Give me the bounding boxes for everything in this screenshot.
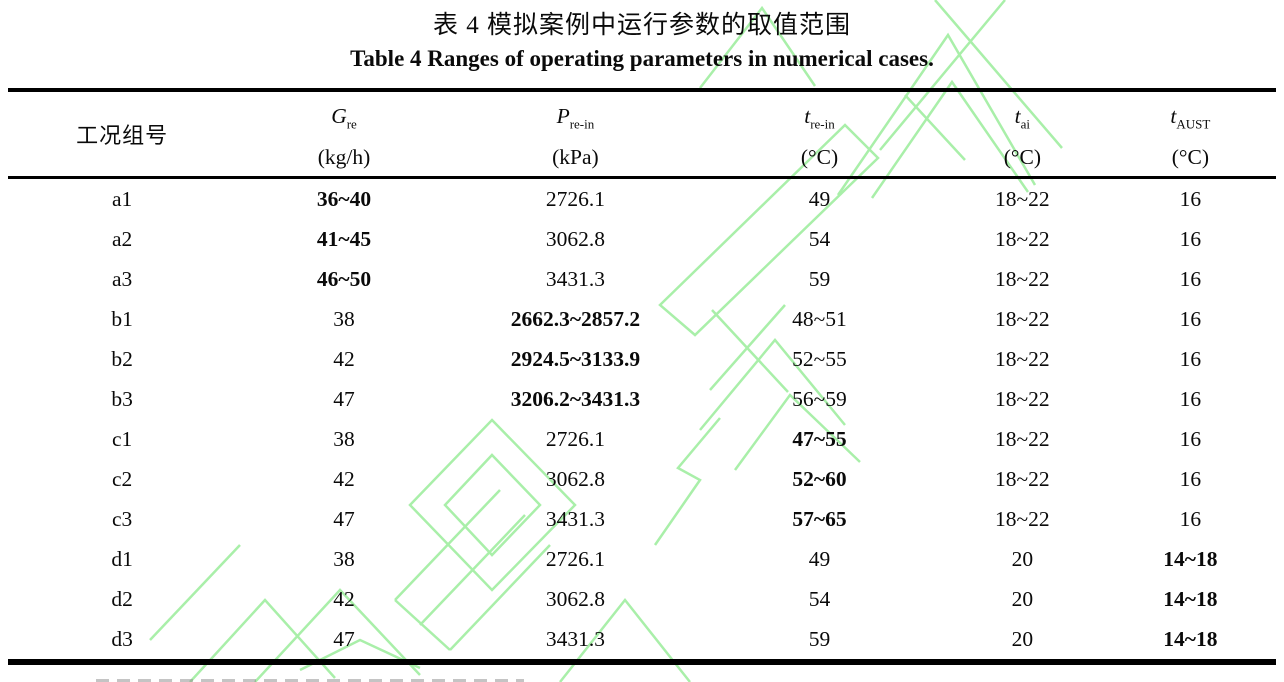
table-cell: 3062.8: [545, 227, 605, 251]
table-cell: 59: [808, 267, 831, 291]
table-cell: 47: [333, 387, 355, 411]
table-cell: 42: [333, 467, 355, 491]
table-cell: 18~22: [995, 307, 1050, 331]
table-cell: 38: [333, 307, 355, 331]
case-label: b2: [111, 347, 133, 371]
column-header: tre-in (°C): [800, 104, 839, 169]
table-cell: 2924.5~3133.9: [510, 347, 641, 371]
table-cell: 57~65: [792, 507, 847, 531]
clipped-text-remnant: [96, 679, 524, 682]
table-cell: 16: [1179, 267, 1202, 291]
table-cell: 47: [333, 507, 355, 531]
table-cell: 3062.8: [545, 587, 605, 611]
table-cell: 20: [1011, 587, 1034, 611]
table-cell: 3431.3: [545, 507, 605, 531]
case-label: c2: [111, 467, 133, 491]
table-cell: 14~18: [1163, 547, 1218, 571]
table-cell: 16: [1179, 427, 1202, 451]
column-header: tAUST (°C): [1170, 104, 1211, 169]
case-label: a1: [111, 187, 133, 211]
table-row: c3 47 3431.3 57~65 18~22 16: [8, 499, 1276, 539]
table-cell: 59: [808, 627, 831, 651]
table-row: c1 38 2726.1 47~55 18~22 16: [8, 419, 1276, 459]
column-header-case-group: 工况组号: [76, 123, 169, 148]
case-label: d2: [111, 587, 133, 611]
table-cell: 42: [333, 347, 355, 371]
table-cell: 20: [1011, 627, 1034, 651]
column-header: tai (°C): [1003, 104, 1041, 169]
table-cell: 18~22: [995, 347, 1050, 371]
column-header: Pre-in (kPa): [552, 104, 599, 169]
table-cell: 49: [808, 547, 831, 571]
table-cell: 2662.3~2857.2: [510, 307, 641, 331]
table-row: a3 46~50 3431.3 59 18~22 16: [8, 259, 1276, 299]
case-label: b1: [111, 307, 133, 331]
table-cell: 56~59: [792, 387, 847, 411]
table-header-row: 工况组号 Gre (kg/h) Pre-in (kPa) tre-in (°C) tai (°…: [8, 90, 1276, 178]
table-row: a2 41~45 3062.8 54 18~22 16: [8, 219, 1276, 259]
table-cell: 14~18: [1163, 627, 1218, 651]
table-cell: 16: [1179, 227, 1202, 251]
case-label: a3: [111, 267, 133, 291]
table-cell: 2726.1: [545, 547, 605, 571]
table-row: b2 42 2924.5~3133.9 52~55 18~22 16: [8, 339, 1276, 379]
case-label: b3: [111, 387, 133, 411]
table-caption-zh: 表 4 模拟案例中运行参数的取值范围: [432, 12, 851, 39]
table-cell: 49: [808, 187, 831, 211]
case-label: a2: [111, 227, 133, 251]
table-cell: 18~22: [995, 467, 1050, 491]
table-cell: 3431.3: [545, 627, 605, 651]
table-cell: 41~45: [316, 227, 372, 251]
table-cell: 47~55: [792, 427, 847, 451]
case-label: d1: [111, 547, 133, 571]
case-label: d3: [111, 627, 133, 651]
table-cell: 2726.1: [545, 187, 605, 211]
table-cell: 16: [1179, 507, 1202, 531]
table-cell: 38: [333, 427, 355, 451]
table-cell: 18~22: [995, 427, 1050, 451]
table-cell: 16: [1179, 467, 1202, 491]
table-cell: 18~22: [995, 227, 1050, 251]
table-row: b1 38 2662.3~2857.2 48~51 18~22 16: [8, 299, 1276, 339]
table-cell: 42: [333, 587, 355, 611]
table-cell: 3206.2~3431.3: [510, 387, 641, 411]
table-cell: 2726.1: [545, 427, 605, 451]
table-cell: 46~50: [316, 267, 372, 291]
table-cell: 16: [1179, 387, 1202, 411]
table-cell: 48~51: [792, 307, 847, 331]
table-row: d3 47 3431.3 59 20 14~18: [8, 619, 1276, 662]
table-row: c2 42 3062.8 52~60 18~22 16: [8, 459, 1276, 499]
table-cell: 16: [1179, 347, 1202, 371]
case-label: c3: [111, 507, 133, 531]
table-cell: 3062.8: [545, 467, 605, 491]
case-label: c1: [111, 427, 133, 451]
table-cell: 18~22: [995, 267, 1050, 291]
table-row: d1 38 2726.1 49 20 14~18: [8, 539, 1276, 579]
table-cell: 14~18: [1163, 587, 1218, 611]
table-cell: 54: [808, 587, 831, 611]
table-cell: 52~55: [792, 347, 847, 371]
table-cell: 16: [1179, 307, 1202, 331]
table-cell: 3431.3: [545, 267, 605, 291]
table-cell: 47: [333, 627, 355, 651]
parameters-table: 工况组号 Gre (kg/h) Pre-in (kPa) tre-in (°C) tai (°…: [8, 88, 1276, 665]
table-row: d2 42 3062.8 54 20 14~18: [8, 579, 1276, 619]
table-cell: 36~40: [316, 187, 372, 211]
table-cell: 54: [808, 227, 831, 251]
table-cell: 18~22: [995, 387, 1050, 411]
column-header: Gre (kg/h): [317, 104, 371, 169]
table-cell: 20: [1011, 547, 1034, 571]
table-cell: 18~22: [995, 187, 1050, 211]
table-caption-en: Table 4 Ranges of operating parameters i…: [350, 46, 934, 71]
table-cell: 18~22: [995, 507, 1050, 531]
table-row: b3 47 3206.2~3431.3 56~59 18~22 16: [8, 379, 1276, 419]
table-cell: 52~60: [792, 467, 847, 491]
table-row: a1 36~40 2726.1 49 18~22 16: [8, 178, 1276, 220]
table-cell: 16: [1179, 187, 1202, 211]
table-cell: 38: [333, 547, 355, 571]
